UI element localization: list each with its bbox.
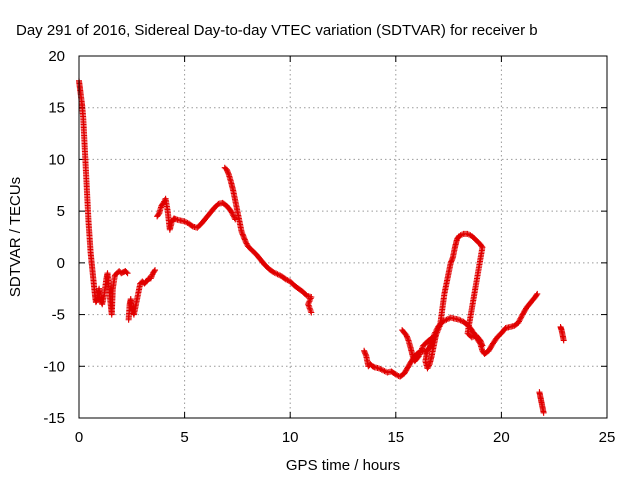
data-point <box>534 290 541 297</box>
data-point <box>443 316 450 323</box>
data-point <box>457 317 464 324</box>
data-point <box>444 316 451 323</box>
data-point <box>151 268 158 275</box>
data-point <box>479 342 486 349</box>
data-point <box>375 365 382 372</box>
data-point <box>428 340 435 347</box>
data-points <box>76 77 567 416</box>
data-point <box>378 366 385 373</box>
x-axis-label: GPS time / hours <box>286 457 400 474</box>
x-tick-label: 25 <box>599 429 616 446</box>
data-point <box>230 212 237 219</box>
data-point <box>392 371 399 378</box>
data-point <box>307 295 314 302</box>
data-point <box>228 208 235 215</box>
y-axis-label: SDTVAR / TECUs <box>7 177 24 297</box>
y-tick-label: -15 <box>43 410 65 427</box>
data-point <box>456 232 463 239</box>
data-point <box>228 209 235 216</box>
data-point <box>428 341 434 348</box>
data-point <box>273 270 280 277</box>
y-tick-label: 20 <box>48 48 65 65</box>
data-point <box>183 219 190 226</box>
data-point <box>430 337 437 344</box>
data-point <box>306 298 313 305</box>
x-tick-label: 15 <box>387 429 404 446</box>
x-tick-label: 10 <box>282 429 299 446</box>
x-tick-label: 20 <box>493 429 510 446</box>
data-point <box>377 366 384 373</box>
grid-lines <box>79 56 607 418</box>
data-point <box>516 318 522 325</box>
data-point <box>275 271 282 278</box>
y-tick-label: -5 <box>52 307 65 324</box>
data-point <box>456 316 463 323</box>
chart-title: Day 291 of 2016, Sidereal Day-to-day VTE… <box>16 22 538 39</box>
y-tick-label: 5 <box>57 203 65 220</box>
data-point <box>307 296 314 303</box>
y-tick-label: 10 <box>48 151 65 168</box>
data-point <box>516 317 523 324</box>
data-point <box>431 335 438 342</box>
data-point <box>181 218 188 225</box>
data-point <box>152 267 159 274</box>
data-point <box>271 269 278 276</box>
data-point <box>430 336 437 343</box>
data-point <box>123 269 130 276</box>
data-point <box>540 409 547 416</box>
data-point <box>282 276 289 283</box>
data-point <box>560 337 567 344</box>
y-tick-label: 0 <box>57 255 65 272</box>
data-point <box>242 239 249 246</box>
x-tick-label: 0 <box>75 429 83 446</box>
x-tick-label: 5 <box>180 429 188 446</box>
data-point <box>229 210 236 217</box>
data-point <box>515 319 522 326</box>
data-point <box>274 271 281 278</box>
data-point <box>380 367 387 374</box>
data-point <box>124 270 131 277</box>
data-point <box>232 216 239 223</box>
data-point <box>466 231 473 238</box>
data-point <box>458 231 465 238</box>
data-point <box>518 314 525 321</box>
plot-frame <box>78 55 608 419</box>
data-point <box>432 333 439 340</box>
data-point <box>457 232 464 239</box>
data-point <box>243 240 250 247</box>
data-point <box>517 315 524 322</box>
y-tick-label: 15 <box>48 100 65 117</box>
data-point <box>308 309 315 316</box>
data-point <box>429 339 436 346</box>
data-point <box>533 291 540 298</box>
data-point <box>308 293 315 300</box>
data-point <box>270 269 277 276</box>
data-point <box>464 230 471 237</box>
data-point <box>468 334 475 341</box>
data-point <box>381 368 388 375</box>
data-point <box>284 277 291 284</box>
y-tick-label: -10 <box>43 358 65 375</box>
data-point <box>518 312 525 319</box>
